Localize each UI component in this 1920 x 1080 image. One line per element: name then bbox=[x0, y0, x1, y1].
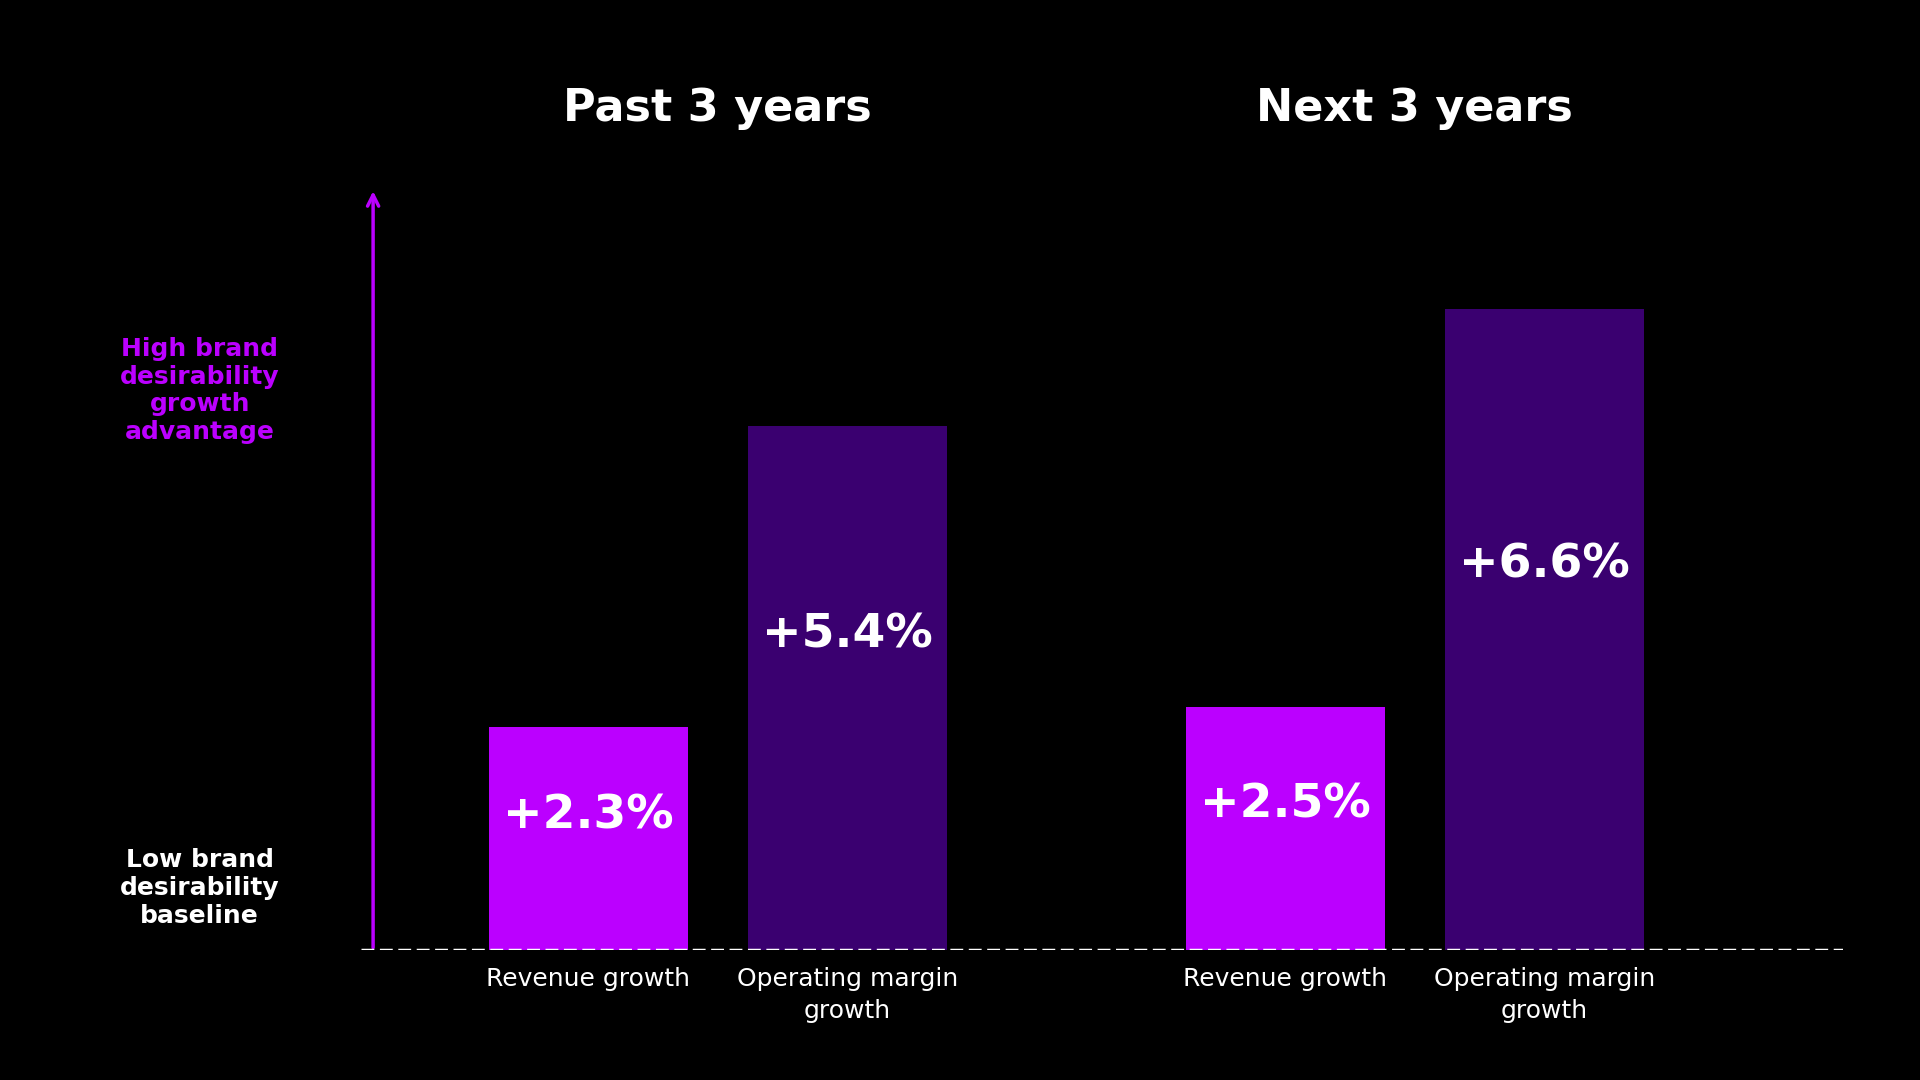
Bar bbox=[1444, 309, 1644, 950]
Text: +2.3%: +2.3% bbox=[503, 794, 674, 839]
Text: Next 3 years: Next 3 years bbox=[1256, 86, 1572, 130]
Text: Low brand
desirability
baseline: Low brand desirability baseline bbox=[119, 849, 280, 928]
Text: Past 3 years: Past 3 years bbox=[563, 86, 872, 130]
Text: High brand
desirability
growth
advantage: High brand desirability growth advantage bbox=[119, 337, 280, 444]
Text: +2.5%: +2.5% bbox=[1200, 782, 1371, 827]
Bar bbox=[747, 426, 947, 950]
Text: +5.4%: +5.4% bbox=[762, 613, 933, 658]
Bar bbox=[488, 727, 687, 950]
Text: +6.6%: +6.6% bbox=[1459, 543, 1630, 588]
Bar bbox=[1187, 707, 1384, 950]
